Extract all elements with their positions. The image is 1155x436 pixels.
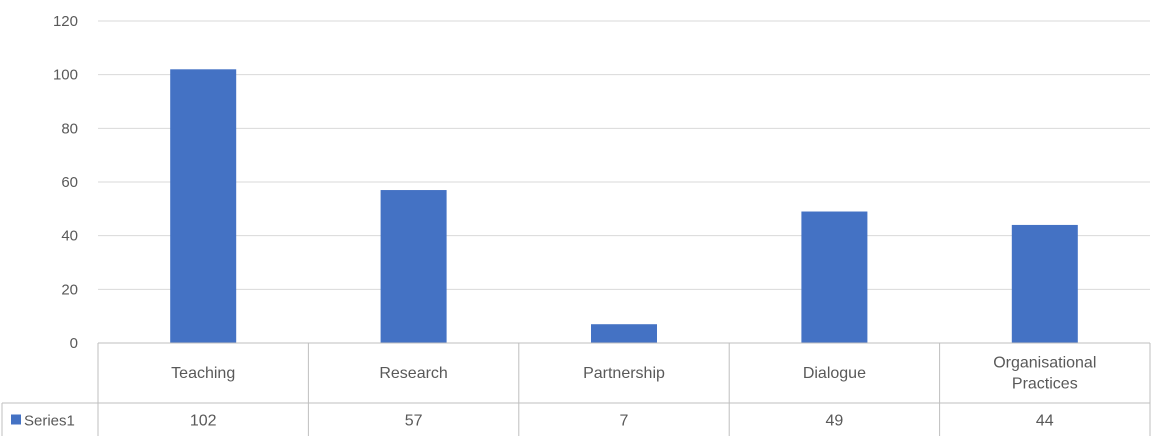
y-tick-label: 40 <box>61 228 78 245</box>
x-category-label: Teaching <box>171 365 235 382</box>
gridlines <box>98 20 1150 290</box>
x-category-label: Dialogue <box>803 365 866 382</box>
bar <box>170 69 237 344</box>
data-value-label: 57 <box>405 413 423 430</box>
data-value-label: 44 <box>1036 413 1054 430</box>
y-tick-label: 100 <box>53 67 78 84</box>
y-axis-ticks: 0 20 40 60 80 100 120 <box>53 13 78 352</box>
y-tick-label: 20 <box>61 281 78 298</box>
data-value-label: 49 <box>826 413 844 430</box>
bar <box>591 324 657 343</box>
x-category-label: Partnership <box>583 365 665 382</box>
bars <box>170 69 1078 344</box>
series-name-label: Series1 <box>24 413 75 430</box>
data-value-label: 102 <box>190 413 217 430</box>
y-tick-label: 60 <box>61 174 78 191</box>
x-category-label: Organisational <box>993 355 1096 372</box>
bar <box>801 211 868 343</box>
y-tick-label: 80 <box>61 120 78 137</box>
y-tick-label: 0 <box>70 335 78 352</box>
legend-swatch <box>11 414 21 425</box>
y-tick-label: 120 <box>53 13 78 30</box>
bar <box>380 190 447 343</box>
data-table: Teaching Research Partnership Dialogue Organ… <box>1 342 1151 436</box>
x-category-label: Research <box>379 365 447 382</box>
data-value-label: 7 <box>620 413 629 430</box>
bar <box>1011 224 1078 343</box>
x-category-label: Practices <box>1012 376 1078 393</box>
